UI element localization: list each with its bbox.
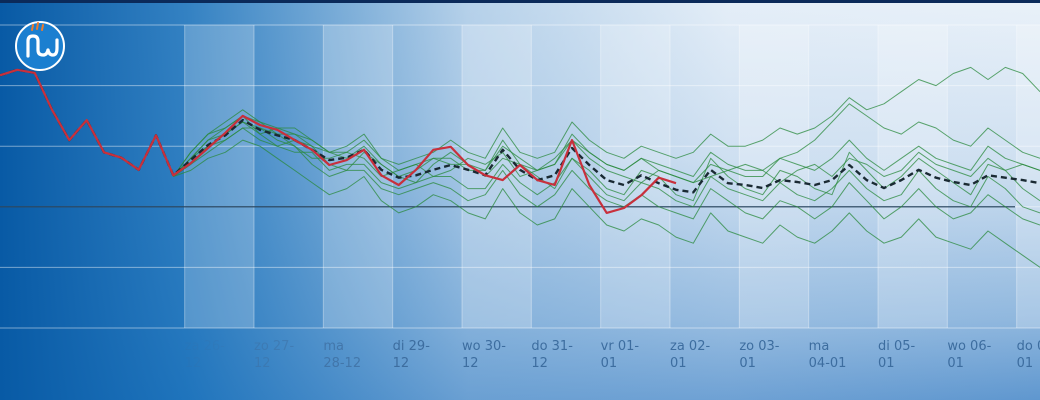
x-tick-label: do 07-01 [1016, 339, 1040, 371]
column-stripe [878, 25, 948, 328]
logo [15, 21, 65, 71]
x-tick-label: zo 27-12 [254, 339, 295, 371]
column-stripe [600, 25, 670, 328]
series-line [0, 68, 1040, 194]
series-line [172, 121, 1040, 226]
x-tick-label: di 05-01 [878, 339, 916, 371]
series-line [172, 115, 1040, 177]
x-tick-label: za 02-01 [670, 339, 711, 371]
x-tick-label: do 31-12 [531, 339, 573, 371]
column-stripe [1016, 25, 1040, 328]
logo-letters [26, 34, 59, 58]
x-tick-label: ma 04-01 [808, 339, 847, 371]
x-tick-label: ma 28-12 [323, 339, 362, 371]
series-line [0, 68, 677, 214]
x-tick-label: wo 30-12 [462, 339, 506, 371]
x-tick-label: vr 01-01 [600, 339, 640, 371]
series-line [172, 115, 1040, 202]
series-line [173, 139, 1040, 268]
series-line [173, 127, 1040, 214]
logo-sun [31, 22, 44, 31]
logo-circle [15, 21, 65, 71]
x-tick-label: za 26-12 [184, 339, 225, 371]
x-tick-label: zo 03-01 [739, 339, 780, 371]
column-stripe [184, 25, 254, 328]
top-bar [0, 0, 1040, 3]
x-tick-label: di 29-12 [392, 339, 430, 371]
x-tick-label: wo 06-01 [947, 339, 992, 371]
